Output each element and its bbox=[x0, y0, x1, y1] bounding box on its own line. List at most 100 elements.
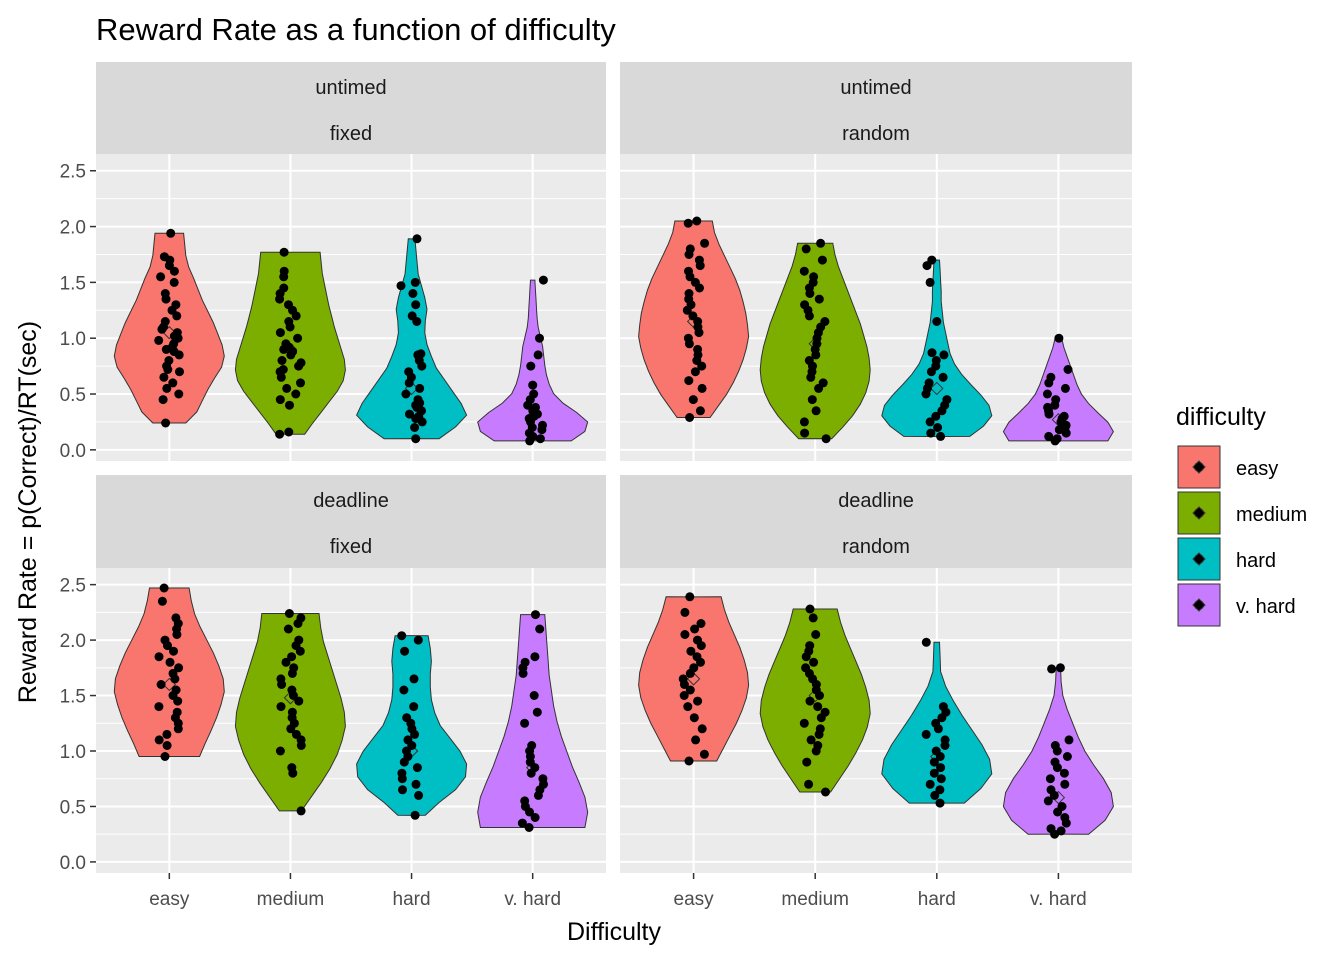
data-point bbox=[538, 774, 548, 784]
data-point bbox=[680, 607, 690, 617]
data-point bbox=[1060, 383, 1070, 393]
data-point bbox=[158, 395, 168, 405]
data-point bbox=[398, 785, 407, 795]
data-point bbox=[1062, 752, 1072, 761]
x-tick-label: easy bbox=[674, 889, 715, 910]
data-point bbox=[690, 367, 700, 377]
legend-label: medium bbox=[1236, 504, 1307, 526]
data-point bbox=[693, 344, 703, 354]
data-point bbox=[697, 383, 707, 393]
data-point bbox=[942, 395, 952, 405]
data-point bbox=[530, 652, 540, 662]
data-point bbox=[804, 779, 814, 789]
data-point bbox=[821, 787, 830, 797]
data-point bbox=[169, 646, 178, 656]
data-point bbox=[1060, 813, 1070, 822]
data-point bbox=[284, 609, 294, 618]
data-point bbox=[526, 361, 536, 371]
data-point bbox=[692, 216, 702, 226]
data-point bbox=[927, 348, 937, 358]
data-point bbox=[171, 613, 181, 623]
data-point bbox=[296, 358, 306, 368]
legend-mean-marker bbox=[1192, 506, 1206, 520]
facet-strip-label-bottom: random bbox=[842, 536, 910, 558]
data-point bbox=[921, 637, 931, 647]
data-point bbox=[533, 350, 543, 360]
data-point bbox=[530, 813, 540, 822]
data-point bbox=[805, 641, 815, 651]
data-point bbox=[805, 604, 815, 614]
data-point bbox=[397, 631, 407, 641]
chart-title: Reward Rate as a function of difficulty bbox=[96, 12, 616, 47]
x-tick-label: medium bbox=[257, 889, 325, 910]
data-point bbox=[160, 752, 170, 761]
legend-label: easy bbox=[1236, 458, 1278, 480]
data-point bbox=[1042, 389, 1052, 399]
data-point bbox=[169, 277, 179, 287]
data-point bbox=[936, 774, 946, 784]
legend-point-marker bbox=[1194, 554, 1204, 564]
y-tick-label: 2.0 bbox=[60, 218, 86, 239]
facet-strip bbox=[96, 475, 606, 568]
data-point bbox=[926, 428, 936, 438]
data-point bbox=[520, 657, 530, 667]
data-point bbox=[275, 395, 285, 405]
data-point bbox=[154, 702, 164, 712]
data-point bbox=[413, 635, 423, 645]
data-point bbox=[275, 429, 285, 439]
data-point bbox=[933, 423, 943, 432]
data-point bbox=[279, 247, 289, 257]
data-point bbox=[410, 810, 420, 820]
data-point bbox=[931, 718, 941, 728]
data-point bbox=[691, 735, 701, 745]
data-point bbox=[407, 311, 417, 321]
y-tick-label: 0.0 bbox=[60, 441, 86, 462]
data-point bbox=[528, 380, 538, 390]
data-point bbox=[931, 746, 941, 756]
data-point bbox=[174, 663, 184, 673]
data-point bbox=[411, 434, 421, 444]
data-point bbox=[685, 413, 695, 422]
data-point bbox=[806, 735, 816, 745]
data-point bbox=[279, 283, 289, 293]
data-point bbox=[684, 756, 694, 766]
data-point bbox=[683, 333, 693, 343]
data-point bbox=[1051, 395, 1061, 405]
data-point bbox=[415, 383, 425, 393]
violin-hard bbox=[356, 238, 468, 440]
data-point bbox=[289, 663, 299, 673]
data-point bbox=[801, 244, 811, 254]
legend-key bbox=[1177, 491, 1221, 535]
data-point bbox=[686, 646, 696, 656]
data-point bbox=[688, 395, 698, 405]
facet-strip-label-bottom: random bbox=[842, 123, 910, 145]
data-point bbox=[679, 691, 689, 700]
legend-mean-marker bbox=[1192, 552, 1206, 566]
data-point bbox=[693, 696, 703, 706]
data-point bbox=[821, 434, 831, 444]
mean-marker bbox=[930, 381, 944, 396]
legend: difficulty easy medium hard v. hard bbox=[1176, 403, 1307, 627]
data-point bbox=[699, 749, 709, 759]
data-point bbox=[1057, 802, 1067, 811]
data-point bbox=[165, 657, 175, 667]
data-point bbox=[291, 729, 301, 739]
facet-strip bbox=[620, 475, 1132, 568]
x-tick-label: medium bbox=[781, 889, 849, 910]
y-axis-title: Reward Rate = p(Correct)/RT(sec) bbox=[14, 321, 42, 703]
data-point bbox=[936, 431, 946, 441]
data-point bbox=[925, 779, 935, 789]
data-point bbox=[683, 702, 693, 712]
data-point bbox=[276, 674, 286, 684]
data-point bbox=[162, 741, 172, 750]
x-axis-title: Difficulty bbox=[567, 918, 662, 946]
y-tick-label: 2.0 bbox=[60, 631, 86, 652]
facet-strip bbox=[96, 62, 606, 154]
data-point bbox=[296, 806, 306, 816]
data-point bbox=[159, 583, 169, 593]
data-point bbox=[294, 696, 304, 706]
data-point bbox=[532, 707, 542, 717]
data-point bbox=[160, 289, 170, 298]
data-point bbox=[160, 317, 170, 326]
data-point bbox=[282, 383, 292, 393]
